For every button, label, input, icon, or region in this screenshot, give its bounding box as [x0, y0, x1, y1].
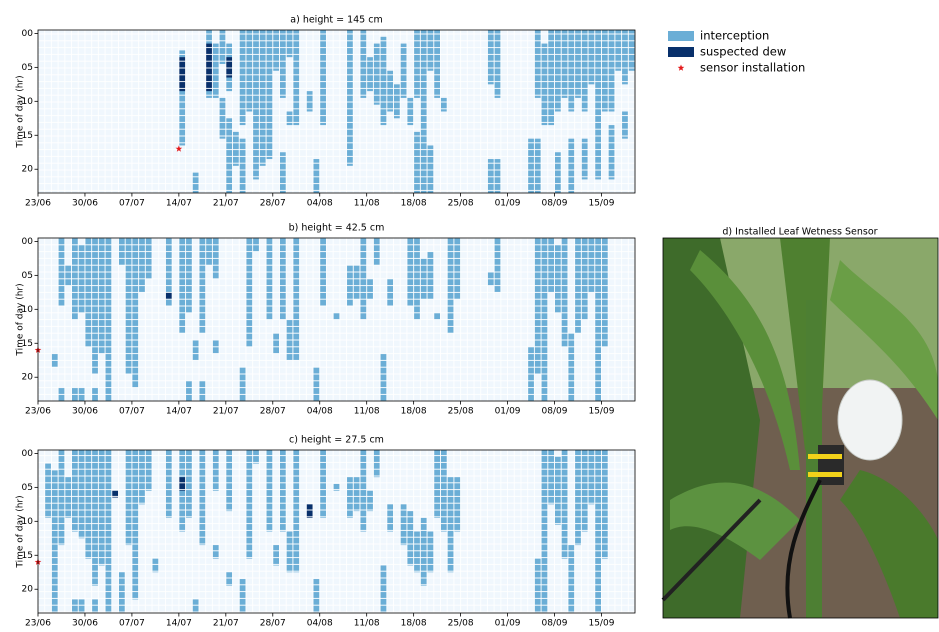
x-tick-label: 23/06 — [25, 199, 51, 209]
x-tick-label: 21/07 — [213, 199, 239, 209]
y-tick-label: 05 — [22, 271, 33, 281]
x-tick-label: 07/07 — [119, 407, 145, 417]
plot-frame — [37, 237, 636, 402]
legend-label: suspected dew — [700, 45, 786, 59]
panel-title: b) height = 42.5 cm — [289, 223, 385, 234]
x-tick-label: 18/08 — [401, 199, 427, 209]
x-tick-label: 23/06 — [25, 407, 51, 417]
x-tick-label: 08/09 — [542, 619, 568, 629]
photo — [661, 237, 939, 619]
x-tick-label: 11/08 — [354, 199, 380, 209]
y-tick-label: 10 — [22, 97, 34, 107]
x-tick-label: 01/09 — [495, 619, 521, 629]
x-tick-label: 11/08 — [354, 407, 380, 417]
x-tick-label: 04/08 — [307, 199, 333, 209]
x-tick-label: 01/09 — [495, 407, 521, 417]
y-tick-label: 00 — [22, 237, 34, 247]
x-tick-label: 14/07 — [166, 407, 192, 417]
legend-label: sensor installation — [700, 61, 805, 75]
x-tick-label: 18/08 — [401, 619, 427, 629]
legend-swatch — [677, 64, 685, 71]
cell-grid — [38, 450, 635, 613]
y-axis-label: Time of day (hr) — [16, 75, 26, 148]
panel-title: c) height = 27.5 cm — [289, 435, 384, 446]
x-tick-label: 30/06 — [72, 619, 98, 629]
legend-swatch — [668, 47, 694, 57]
x-tick-label: 21/07 — [213, 407, 239, 417]
x-tick-label: 25/08 — [448, 619, 474, 629]
x-tick-label: 08/09 — [542, 199, 568, 209]
x-tick-label: 30/06 — [72, 199, 98, 209]
cell-grid — [38, 238, 635, 401]
x-tick-label: 14/07 — [166, 199, 192, 209]
y-tick-label: 20 — [22, 585, 34, 595]
x-tick-label: 28/07 — [260, 199, 286, 209]
installation-marker — [175, 145, 183, 152]
x-tick-label: 25/08 — [448, 407, 474, 417]
photo-title: d) Installed Leaf Wetness Sensor — [722, 227, 877, 238]
y-tick-label: 15 — [22, 551, 33, 561]
x-tick-label: 28/07 — [260, 407, 286, 417]
y-tick-label: 00 — [22, 29, 34, 39]
y-tick-label: 05 — [22, 483, 33, 493]
x-tick-label: 07/07 — [119, 199, 145, 209]
plot-frame — [37, 449, 636, 614]
x-tick-label: 15/09 — [588, 407, 614, 417]
x-tick-label: 08/09 — [542, 407, 568, 417]
cell-grid — [38, 30, 635, 193]
y-tick-label: 10 — [22, 305, 34, 315]
x-tick-label: 04/08 — [307, 619, 333, 629]
y-tick-label: 20 — [22, 165, 34, 175]
x-tick-label: 07/07 — [119, 619, 145, 629]
y-tick-label: 00 — [22, 449, 34, 459]
panel-title: a) height = 145 cm — [290, 15, 382, 26]
y-axis-label: Time of day (hr) — [16, 283, 26, 356]
y-tick-label: 05 — [22, 63, 33, 73]
x-tick-label: 28/07 — [260, 619, 286, 629]
y-tick-label: 15 — [22, 339, 33, 349]
x-tick-label: 01/09 — [495, 199, 521, 209]
y-tick-label: 15 — [22, 131, 33, 141]
legend-label: interception — [700, 29, 769, 43]
legend-swatch — [668, 31, 694, 41]
x-tick-label: 04/08 — [307, 407, 333, 417]
x-tick-label: 14/07 — [166, 619, 192, 629]
x-tick-label: 30/06 — [72, 407, 98, 417]
y-tick-label: 10 — [22, 517, 34, 527]
y-tick-label: 20 — [22, 373, 34, 383]
x-tick-label: 15/09 — [588, 199, 614, 209]
x-tick-label: 21/07 — [213, 619, 239, 629]
plot-frame — [37, 29, 636, 194]
x-tick-label: 15/09 — [588, 619, 614, 629]
x-tick-label: 23/06 — [25, 619, 51, 629]
x-tick-label: 25/08 — [448, 199, 474, 209]
y-axis-label: Time of day (hr) — [16, 495, 26, 568]
x-tick-label: 18/08 — [401, 407, 427, 417]
x-tick-label: 11/08 — [354, 619, 380, 629]
